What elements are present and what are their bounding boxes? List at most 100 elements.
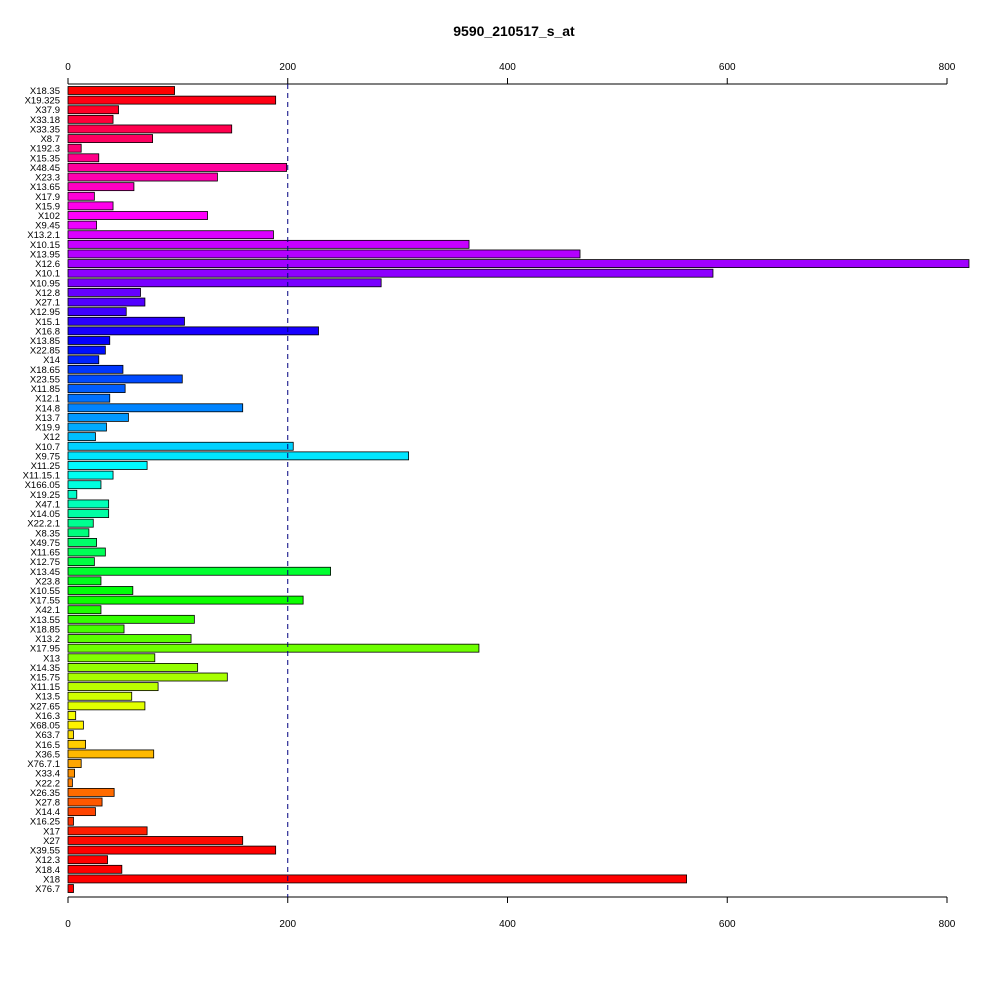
bar: [67, 547, 106, 557]
category-label: X14.4: [35, 807, 60, 818]
bottom-tick-label: 800: [939, 919, 956, 930]
category-label: X18.4: [35, 865, 60, 876]
category-label: X13.55: [30, 615, 60, 626]
bar: [67, 711, 77, 720]
bar: [67, 182, 135, 192]
category-label: X17.55: [30, 596, 60, 607]
top-tick-label: 200: [279, 62, 296, 73]
bar: [67, 288, 141, 297]
bar: [67, 807, 96, 817]
category-label: X13: [43, 653, 60, 664]
bar: [67, 384, 126, 393]
category-label: X27.8: [35, 798, 60, 809]
bar: [67, 864, 123, 874]
top-tick-label: 0: [65, 62, 71, 73]
bar: [67, 691, 133, 701]
category-label: X10.7: [35, 442, 60, 453]
bar: [67, 114, 114, 124]
bar: [67, 172, 218, 182]
category-label: X13.2: [35, 634, 60, 645]
category-label: X42.1: [35, 605, 60, 616]
category-label: X47.1: [35, 499, 60, 510]
bar: [67, 634, 192, 643]
category-label: X18.85: [30, 624, 60, 635]
category-label: X14.35: [30, 663, 60, 674]
category-label: X16.25: [30, 817, 60, 828]
bars-group: [67, 86, 970, 893]
category-label: X11.25: [31, 461, 60, 472]
category-label: X11.15: [31, 682, 60, 693]
category-label: X23.3: [35, 173, 60, 184]
category-label: X33.35: [30, 124, 60, 135]
bar: [67, 653, 156, 663]
category-label: X14.8: [35, 403, 60, 414]
category-label: X13.85: [30, 336, 60, 347]
category-label: X10.95: [30, 278, 60, 289]
bar: [67, 509, 110, 518]
bottom-tick-label: 600: [719, 919, 736, 930]
bar: [67, 739, 86, 749]
bar: [67, 336, 111, 345]
category-label: X10.55: [30, 586, 60, 597]
category-label: X12.3: [35, 855, 60, 866]
category-label: X17.95: [30, 644, 60, 655]
category-label: X18.35: [30, 86, 60, 97]
bar: [67, 422, 107, 432]
category-label: X12: [43, 432, 60, 443]
category-label: X15.9: [35, 201, 60, 212]
bar: [67, 499, 110, 509]
bar: [67, 105, 119, 115]
bar: [67, 86, 175, 95]
category-label: X22.2: [35, 778, 60, 789]
category-label: X33.18: [30, 115, 60, 126]
bar: [67, 720, 84, 730]
category-label: X18: [43, 874, 60, 885]
bar: [67, 441, 294, 451]
bar: [67, 201, 114, 211]
category-label: X12.95: [30, 307, 60, 318]
category-label: X76.7.1: [27, 759, 60, 770]
bar: [67, 576, 102, 586]
bar: [67, 518, 94, 528]
bar: [67, 297, 146, 307]
category-label: X19.25: [30, 490, 60, 501]
bar: [67, 768, 75, 778]
category-label: X49.75: [30, 538, 60, 549]
category-label: X27: [43, 836, 60, 847]
bar: [67, 701, 146, 711]
category-label: X13.7: [35, 413, 60, 424]
bar: [67, 451, 410, 461]
bar: [67, 220, 97, 230]
category-label: X16.8: [35, 326, 60, 337]
bar: [67, 239, 470, 249]
bar: [67, 787, 115, 797]
category-label: X17.9: [35, 192, 60, 203]
category-label: X8.35: [35, 528, 60, 539]
bar: [67, 586, 134, 595]
category-label: X15.1: [35, 317, 60, 328]
bar: [67, 278, 382, 288]
top-tick-label: 600: [719, 62, 736, 73]
bar: [67, 124, 233, 134]
category-label: X102: [38, 211, 60, 222]
category-label: X76.7: [35, 884, 60, 895]
bar: [67, 874, 687, 884]
bar: [67, 393, 111, 403]
bar: [67, 614, 195, 624]
bar: [67, 470, 114, 480]
category-label: X192.3: [30, 144, 60, 155]
bar: [67, 884, 74, 893]
bar: [67, 672, 228, 682]
bar: [67, 730, 74, 740]
bar: [67, 855, 108, 865]
category-label: X13.65: [30, 182, 60, 193]
category-label: X23.55: [30, 374, 60, 385]
category-label: X63.7: [35, 730, 60, 741]
bar: [67, 624, 125, 634]
chart-title: 9590_210517_s_at: [453, 23, 575, 39]
bar: [67, 663, 199, 672]
bottom-tick-label: 0: [65, 919, 71, 930]
category-label: X36.5: [35, 749, 60, 760]
category-label: X166.05: [25, 480, 60, 491]
category-labels: X18.35X19.325X37.9X33.18X33.35X8.7X192.3…: [23, 86, 60, 895]
